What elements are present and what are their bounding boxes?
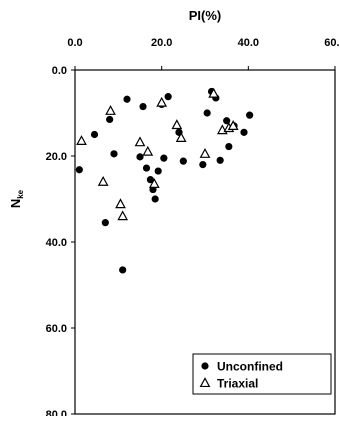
unconfined-point [151, 195, 159, 203]
triaxial-point [97, 175, 109, 186]
unconfined-point [123, 95, 131, 103]
triaxial-point [117, 210, 129, 221]
x-tick-label: 20.0 [151, 37, 172, 49]
triaxial-point [105, 104, 116, 115]
triaxial-point [148, 178, 160, 188]
triaxial-point [171, 119, 183, 130]
triaxial-point [208, 87, 220, 98]
legend: Unconfined Triaxial [192, 353, 332, 395]
x-tick-label: 40.0 [238, 37, 259, 49]
unconfined-point [203, 109, 211, 117]
triaxial-point [134, 136, 146, 147]
unconfined-point [223, 117, 231, 125]
points-layer [75, 87, 254, 274]
triaxial-point [115, 198, 126, 209]
unconfined-point [216, 156, 224, 164]
unconfined-point [240, 128, 248, 136]
unconfined-point [160, 154, 168, 162]
unconfined-point [199, 161, 207, 169]
unconfined-point [146, 176, 154, 184]
triaxial-point [175, 132, 187, 142]
y-tick-label: 0.0 [52, 65, 67, 77]
y-tick-label: 60.0 [46, 323, 67, 335]
unconfined-point [154, 167, 162, 175]
triaxial-point [76, 135, 87, 145]
unconfined-point [90, 130, 99, 139]
unconfined-point [179, 157, 187, 165]
legend-label-unconfined: Unconfined [217, 360, 283, 374]
y-tick-label: 40.0 [46, 237, 67, 249]
unconfined-point [119, 266, 127, 274]
x-axis-title: PI(%) [189, 8, 222, 23]
y-tick-label: 80.0 [46, 409, 67, 416]
y-axis-title: Nke [8, 189, 25, 208]
y-tick-label: 20.0 [46, 151, 67, 163]
unconfined-point [142, 164, 151, 172]
triaxial-point [156, 96, 168, 107]
unconfined-point [246, 111, 254, 119]
unconfined-point [110, 150, 118, 158]
triaxial-point [199, 147, 211, 158]
unconfined-point [225, 142, 233, 151]
legend-label-triaxial: Triaxial [217, 377, 258, 391]
legend-marker-unconfined [201, 362, 209, 370]
unconfined-point [101, 219, 109, 227]
unconfined-point [139, 102, 147, 111]
unconfined-point [75, 166, 83, 174]
ticks-layer: 0.0 20.0 40.0 60.0 0.0 20.0 40.0 60.0 80.0 [46, 37, 340, 421]
triaxial-point [142, 145, 154, 156]
unconfined-point [136, 153, 144, 161]
unconfined-point [106, 115, 114, 124]
legend-box [192, 353, 332, 395]
unconfined-point [164, 93, 172, 101]
x-tick-label: 0.0 [67, 37, 82, 49]
legend-marker-triaxial [199, 377, 211, 388]
x-tick-label: 60.0 [324, 37, 340, 49]
triaxial-point [227, 120, 239, 130]
